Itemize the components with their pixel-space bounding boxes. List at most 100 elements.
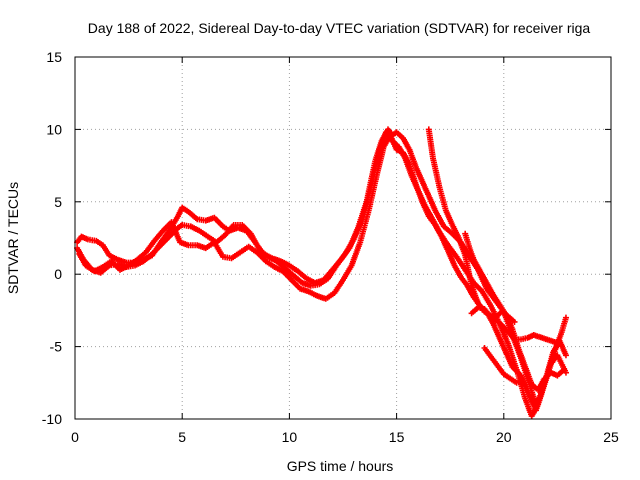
- data-point-marker: [425, 213, 437, 227]
- data-point-marker: [494, 362, 506, 376]
- data-point-marker: [507, 375, 519, 385]
- data-point-marker: [256, 246, 270, 259]
- data-point-marker: [333, 252, 347, 269]
- data-point-marker: [554, 368, 566, 379]
- data-point-marker: [367, 148, 382, 191]
- data-point-marker: [500, 371, 512, 381]
- data-point-marker: [93, 237, 105, 248]
- data-point-marker: [365, 171, 380, 214]
- data-point-marker: [511, 318, 518, 325]
- data-point-marker: [151, 229, 165, 244]
- data-point-marker: [106, 252, 120, 262]
- data-point-marker: [262, 258, 276, 269]
- data-point-marker: [545, 348, 558, 373]
- data-point-marker: [350, 218, 365, 243]
- data-point-marker: [316, 276, 330, 288]
- data-point-marker: [99, 242, 112, 257]
- data-point-marker: [432, 207, 446, 228]
- x-tick-label: 10: [282, 429, 298, 445]
- data-point-marker: [502, 349, 515, 369]
- y-tick-label: 15: [46, 49, 62, 65]
- data-point-marker: [222, 223, 236, 239]
- x-tick-label: 25: [603, 429, 619, 445]
- data-point-marker: [99, 259, 113, 270]
- chart-title: Day 188 of 2022, Sidereal Day-to-day VTE…: [88, 20, 591, 36]
- series-arc-2: [74, 129, 569, 420]
- data-point-marker: [558, 316, 569, 336]
- data-point-marker: [211, 239, 225, 258]
- data-point-marker: [541, 371, 553, 382]
- data-point-marker: [359, 186, 374, 223]
- data-point-marker: [374, 145, 387, 176]
- data-point-marker: [187, 223, 201, 233]
- series-arc-3: [76, 132, 569, 414]
- data-point-marker: [498, 321, 510, 334]
- plot-frame: [74, 56, 612, 420]
- data-point-marker: [280, 268, 294, 282]
- data-point-marker: [562, 352, 569, 359]
- data-point-marker: [470, 256, 483, 273]
- data-point-marker: [425, 193, 438, 212]
- data-point-marker: [481, 345, 493, 358]
- data-point-marker: [142, 239, 157, 256]
- data-point-marker: [457, 274, 470, 287]
- data-point-marker: [479, 288, 493, 308]
- data-point-marker: [475, 304, 486, 312]
- data-point-marker: [496, 301, 508, 317]
- data-point-marker: [462, 252, 475, 287]
- data-point-marker: [179, 204, 190, 214]
- data-point-marker: [470, 279, 484, 294]
- data-point-marker: [254, 249, 268, 263]
- data-point-marker: [357, 209, 372, 246]
- data-point-marker: [303, 275, 317, 285]
- data-point-marker: [286, 262, 300, 274]
- x-axis-label: GPS time / hours: [287, 458, 394, 474]
- x-tick-label: 0: [71, 429, 79, 445]
- data-point-marker: [535, 377, 547, 393]
- data-point-marker: [436, 184, 449, 212]
- data-point-marker: [265, 253, 278, 264]
- data-point-marker: [502, 311, 515, 331]
- data-point-marker: [430, 155, 442, 189]
- data-point-marker: [322, 291, 336, 302]
- data-point-marker: [432, 222, 444, 238]
- y-tick-label: 5: [54, 194, 62, 210]
- data-point-marker: [393, 129, 405, 140]
- data-point-marker: [325, 264, 339, 282]
- data-point-marker: [440, 223, 454, 236]
- data-point-marker: [453, 253, 468, 272]
- data-point-marker: [520, 378, 527, 385]
- x-tick-label: 20: [496, 429, 512, 445]
- data-point-marker: [273, 258, 287, 271]
- data-point-marker: [134, 250, 148, 263]
- data-point-marker: [468, 306, 480, 317]
- data-point-marker: [477, 268, 489, 285]
- x-tick-labels: 0 5 10 15 20 25: [71, 429, 619, 445]
- x-tick-label: 5: [178, 429, 186, 445]
- data-point-marker: [513, 378, 524, 386]
- data-point-marker: [518, 335, 529, 343]
- y-tick-label: 10: [46, 121, 62, 137]
- series-arc-4: [425, 126, 563, 347]
- x-tick-label: 15: [389, 429, 405, 445]
- grid-lines: [75, 57, 611, 419]
- data-point-marker: [174, 222, 184, 231]
- data-point-marker: [282, 265, 296, 278]
- data-point-marker: [505, 340, 519, 371]
- data-point-marker: [348, 241, 363, 269]
- data-point-marker: [533, 389, 545, 414]
- data-point-marker: [149, 243, 163, 257]
- data-point-marker: [492, 310, 503, 321]
- data-point-marker: [295, 268, 309, 281]
- data-point-marker: [387, 132, 399, 151]
- data-point-marker: [449, 222, 461, 240]
- data-points: [74, 126, 569, 420]
- data-point-marker: [340, 264, 354, 283]
- y-tick-labels: -10 -5 0 5 10 15: [42, 49, 62, 427]
- data-point-marker: [451, 262, 463, 279]
- data-point-marker: [185, 208, 199, 221]
- series-arc-5: [481, 345, 527, 386]
- y-axis-label: SDTVAR / TECUs: [5, 182, 21, 294]
- axis-ticks: [74, 56, 612, 420]
- data-point-marker: [97, 263, 111, 276]
